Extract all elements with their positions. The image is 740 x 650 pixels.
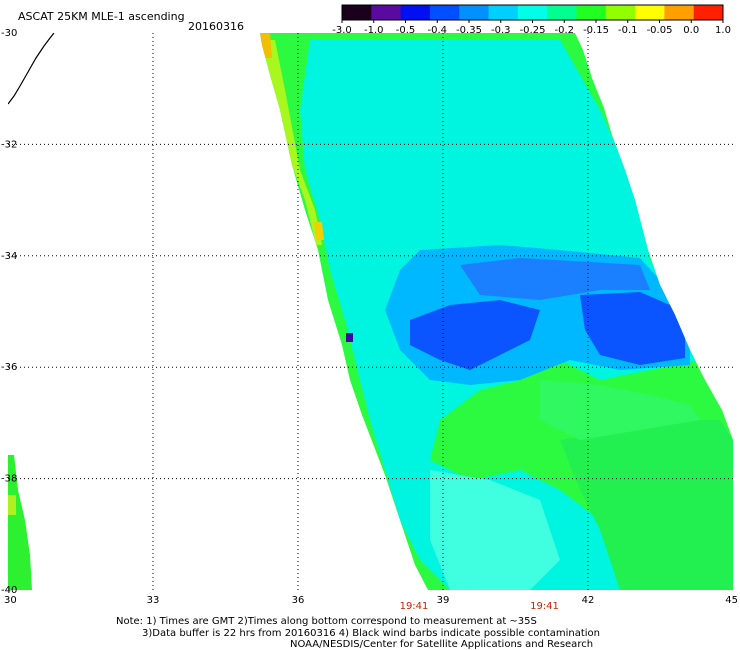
time-labels: 19:41 19:41 xyxy=(400,601,559,612)
colorbar: -3.0 -1.0 -0.5 -0.4 -0.35 -0.3 -0.25 -0.2 -0.15-… xyxy=(332,4,731,36)
colorbar-swatch xyxy=(635,5,665,20)
x-tick-label: 39 xyxy=(437,595,450,606)
colorbar-label: -0.1 xyxy=(618,25,638,36)
x-tick-label: 33 xyxy=(147,595,160,606)
swath-blue-core-right xyxy=(580,292,685,365)
colorbar-label: -0.4 xyxy=(427,25,447,36)
x-tick-labels: 30 33 36 39 42 45 xyxy=(4,595,738,606)
colorbar-label: -0.3 xyxy=(491,25,511,36)
colorbar-swatch xyxy=(693,5,724,20)
swath-green-bottom-right xyxy=(560,420,733,590)
chart-title: ASCAT 25KM MLE-1 ascending xyxy=(18,10,185,23)
colorbar-swatch xyxy=(517,5,548,20)
colorbar-swatch xyxy=(342,5,372,20)
colorbar-swatch xyxy=(664,5,695,20)
time-label: 19:41 xyxy=(400,601,429,612)
y-tick-label: -34 xyxy=(1,251,17,262)
x-tick-label: 36 xyxy=(292,595,305,606)
note-line-2: 3)Data buffer is 22 hrs from 20160316 4)… xyxy=(142,628,600,639)
y-tick-labels: -30 -32 -34 -36 -38 -40 xyxy=(1,28,17,596)
chart-date: 20160316 xyxy=(188,20,244,33)
y-tick-label: -40 xyxy=(1,585,17,596)
coastline xyxy=(8,33,55,105)
y-tick-label: -32 xyxy=(1,139,17,150)
x-tick-label: 45 xyxy=(725,595,738,606)
swath-blue-mid-upper xyxy=(460,258,650,300)
note-line-1: Note: 1) Times are GMT 2)Times along bot… xyxy=(116,616,537,627)
swath-purple-pixel xyxy=(346,333,353,342)
colorbar-label: -0.2 xyxy=(554,25,574,36)
y-tick-label: -30 xyxy=(1,28,17,39)
colorbar-swatch xyxy=(488,5,519,20)
swath-yellow-edge xyxy=(262,40,322,245)
colorbar-swatch xyxy=(400,5,431,20)
swath-green-mid-right xyxy=(540,380,700,440)
x-tick-label: 30 xyxy=(4,595,17,606)
swath-yellow-patch-top xyxy=(260,33,272,58)
left-strip-yellow xyxy=(8,495,16,515)
colorbar-swatch xyxy=(371,5,402,20)
wind-swath xyxy=(8,33,733,590)
colorbar-swatch xyxy=(576,5,607,20)
colorbar-label: -3.0 xyxy=(332,25,352,36)
y-tick-label: -36 xyxy=(1,362,17,373)
colorbar-label: -0.35 xyxy=(456,25,482,36)
colorbar-swatch xyxy=(605,5,636,20)
colorbar-label: -0.05 xyxy=(647,25,673,36)
swath-yellow-patch-mid xyxy=(314,222,324,240)
colorbar-label: 0.0 xyxy=(683,25,699,36)
colorbar-label: -0.5 xyxy=(396,25,416,36)
colorbar-swatch xyxy=(429,5,460,20)
lat-lon-grid xyxy=(8,33,733,590)
y-tick-label: -38 xyxy=(1,474,17,485)
colorbar-swatch xyxy=(547,5,577,20)
colorbar-label: -0.25 xyxy=(520,25,546,36)
colorbar-label: -0.15 xyxy=(583,25,609,36)
note-line-3: NOAA/NESDIS/Center for Satellite Applica… xyxy=(290,639,594,650)
colorbar-swatch xyxy=(459,5,490,20)
colorbar-label: 1.0 xyxy=(715,25,731,36)
colorbar-label: -1.0 xyxy=(364,25,384,36)
x-tick-label: 42 xyxy=(582,595,595,606)
swath-cyan-bottom xyxy=(430,470,560,590)
time-label: 19:41 xyxy=(530,601,559,612)
